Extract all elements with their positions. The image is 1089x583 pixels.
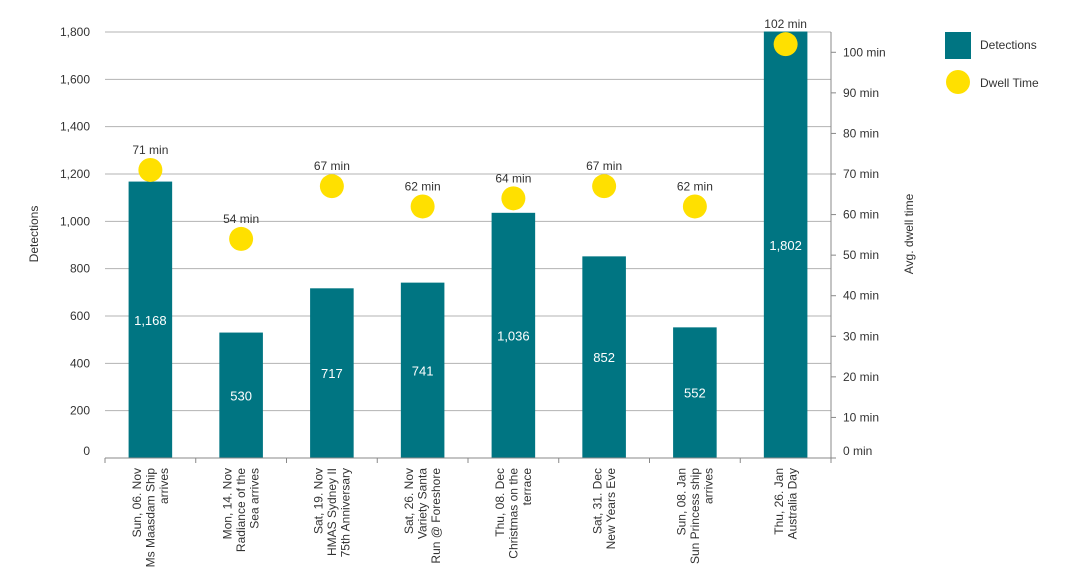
y-tick-label: 0 [83, 444, 90, 458]
legend-label-detections: Detections [980, 38, 1037, 52]
bar-detections [763, 31, 808, 458]
bar-value-label: 852 [593, 350, 615, 365]
dwell-time-point [592, 174, 617, 199]
dwell-time-label: 64 min [495, 171, 531, 185]
y-tick-label: 200 [70, 404, 90, 418]
x-category-label: Mon, 14. Nov Radiance of the Sea arrives [221, 468, 262, 552]
x-category-line: Sat, 19. Nov [311, 468, 325, 534]
x-category-line: Sat, 26. Nov [402, 468, 416, 534]
x-category-label: Sat, 31. Dec New Years Eve [590, 468, 618, 550]
dwell-time-label: 62 min [405, 179, 441, 193]
dwell-time-label: 62 min [677, 179, 713, 193]
x-category-line: arrives [157, 468, 171, 504]
x-category-line: Sun, 08. Jan [674, 468, 688, 535]
bar-value-label: 717 [321, 366, 343, 381]
x-category-line: terrace [520, 468, 534, 506]
axes: 0 200 400 600 800 1,000 1,200 1,400 1,600 1,800 0 … [60, 25, 886, 463]
x-category-line: Australia Day [785, 468, 799, 539]
y-tick-label: 400 [70, 356, 90, 370]
dwell-time-point [773, 32, 798, 57]
y-tick-label: 1,600 [60, 72, 90, 86]
x-category-line: Radiance of the [234, 468, 248, 552]
y2-tick-label: 80 min [843, 126, 879, 140]
bar-detections [128, 181, 173, 458]
y-tick-label: 1,000 [60, 214, 90, 228]
dwell-time-label: 71 min [132, 143, 168, 157]
dwell-time-label: 67 min [586, 159, 622, 173]
x-category-label: Thu, 26. Jan Australia Day [772, 468, 800, 539]
y-tick-label: 1,200 [60, 167, 90, 181]
y-tick-label: 1,400 [60, 120, 90, 134]
bar-value-label: 530 [230, 388, 252, 403]
bar-value-label: 1,036 [497, 328, 530, 343]
dwell-time-label: 54 min [223, 212, 259, 226]
bar-detections [491, 212, 536, 458]
x-category-line: New Years Eve [604, 468, 618, 550]
y2-tick-label: 40 min [843, 289, 879, 303]
y2-tick-label: 20 min [843, 370, 879, 384]
dwell-time-label: 67 min [314, 159, 350, 173]
x-category-line: Sun Princess ship [688, 468, 702, 564]
dwell-time-point [229, 226, 254, 251]
y2-tick-label: 10 min [843, 410, 879, 424]
x-category-line: Sea arrives [248, 468, 262, 529]
y2-tick-label: 60 min [843, 208, 879, 222]
dwell-time-point [410, 194, 435, 219]
bar-detections [310, 288, 354, 458]
x-category-line: HMAS Sydney II [325, 468, 339, 556]
x-category-line: Variety Santa [416, 468, 430, 539]
legend-label-dwell-time: Dwell Time [980, 76, 1039, 90]
category-labels: Sun, 06. Nov Ms Maasdam Ship arrives Mon, 1… [130, 468, 800, 568]
dwell-time-point [319, 174, 344, 199]
x-category-line: arrives [701, 468, 715, 504]
x-category-line: Mon, 14. Nov [221, 468, 235, 539]
data-labels: 1,168 71 min 530 54 min 717 67 min 741 62 min 1,… [132, 17, 807, 403]
x-category-line: Christmas on the [506, 468, 520, 559]
bar-detections [582, 256, 626, 458]
dwell-time-point [138, 157, 163, 182]
y-tick-label: 1,800 [60, 25, 90, 39]
x-category-line: Ms Maasdam Ship [143, 468, 157, 568]
y-axis-label: Detections [27, 206, 41, 263]
x-category-label: Sat, 26. Nov Variety Santa Run @ Foreshore [402, 468, 443, 564]
detections-bars [128, 31, 808, 458]
x-category-line: 75th Anniversary [338, 468, 352, 557]
legend: Detections Dwell Time [945, 32, 1039, 94]
y2-tick-label: 0 min [843, 444, 872, 458]
bar-detections [219, 332, 263, 458]
y2-axis-label: Avg. dwell time [902, 193, 916, 274]
gridlines [105, 31, 831, 412]
y-tick-label: 600 [70, 309, 90, 323]
y2-tick-label: 70 min [843, 167, 879, 181]
bar-value-label: 741 [412, 363, 434, 378]
x-category-line: Thu, 08. Dec [493, 468, 507, 537]
bar-value-label: 552 [684, 386, 706, 401]
x-category-line: Sat, 31. Dec [590, 468, 604, 534]
legend-marker-dwell-time [946, 70, 970, 94]
bar-value-label: 1,168 [134, 313, 167, 328]
dwell-time-point [682, 194, 707, 219]
y-tick-label: 800 [70, 262, 90, 276]
x-category-line: Sun, 06. Nov [130, 468, 144, 537]
y2-tick-label: 50 min [843, 248, 879, 262]
legend-swatch-detections [945, 32, 971, 59]
y2-tick-label: 100 min [843, 45, 886, 59]
x-category-line: Run @ Foreshore [429, 468, 443, 564]
x-category-label: Sat, 19. Nov HMAS Sydney II 75th Anniversa… [311, 468, 352, 557]
x-category-line: Thu, 26. Jan [772, 468, 786, 535]
dwell-time-point [501, 186, 526, 211]
x-category-label: Sun, 06. Nov Ms Maasdam Ship arrives [130, 468, 171, 568]
y2-tick-label: 30 min [843, 329, 879, 343]
x-category-label: Thu, 08. Dec Christmas on the terrace [493, 468, 534, 559]
dwell-time-markers [138, 32, 798, 251]
bar-detections [673, 327, 717, 458]
bar-value-label: 1,802 [769, 238, 802, 253]
dwell-time-label: 102 min [764, 17, 807, 31]
bar-detections [400, 282, 445, 458]
x-category-label: Sun, 08. Jan Sun Princess ship arrives [674, 468, 715, 564]
y2-tick-label: 90 min [843, 86, 879, 100]
